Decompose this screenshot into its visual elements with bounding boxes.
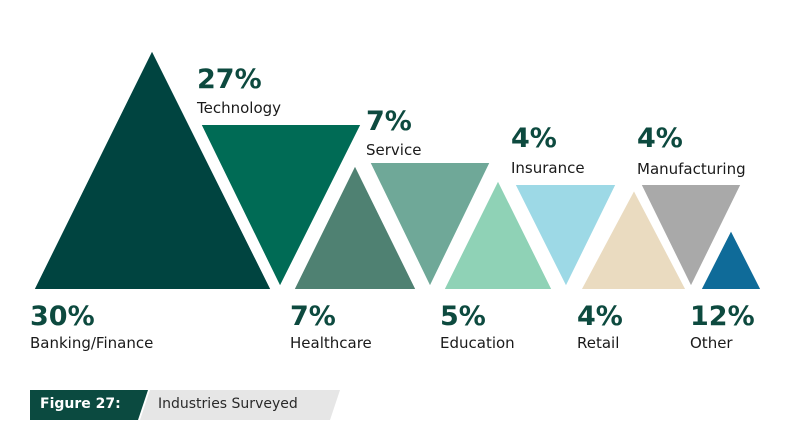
value-label-retail: 4% — [577, 301, 623, 332]
category-label-other: Other — [690, 334, 733, 352]
category-label-technology: Technology — [196, 99, 281, 117]
value-label-technology: 27% — [197, 64, 262, 95]
triangle-manufacturing — [632, 179, 750, 299]
caption-title-box — [140, 390, 340, 420]
value-label-healthcare: 7% — [290, 301, 336, 332]
category-label-healthcare: Healthcare — [290, 334, 372, 352]
category-label-education: Education — [440, 334, 515, 352]
category-label-service: Service — [366, 141, 421, 159]
value-label-insurance: 4% — [511, 123, 557, 154]
value-label-service: 7% — [366, 106, 412, 137]
caption-label-box — [30, 390, 148, 420]
triangle-healthcare — [285, 153, 425, 295]
category-label-manufacturing: Manufacturing — [637, 160, 746, 178]
category-label-insurance: Insurance — [511, 159, 585, 177]
triangle-education — [435, 168, 561, 295]
value-label-education: 5% — [440, 301, 486, 332]
value-label-manufacturing: 4% — [637, 123, 683, 154]
triangle-banking-finance — [25, 38, 280, 295]
figure-caption: Figure 27: Industries Surveyed — [30, 390, 340, 420]
value-label-banking-finance: 30% — [30, 301, 95, 332]
caption-title: Industries Surveyed — [158, 396, 298, 412]
value-label-other: 12% — [690, 301, 755, 332]
caption-label: Figure 27: — [40, 396, 121, 412]
triangle-insurance — [506, 179, 625, 299]
category-label-retail: Retail — [577, 334, 619, 352]
triangle-service — [361, 157, 499, 299]
triangle-technology — [192, 119, 370, 299]
triangle-other — [692, 218, 770, 295]
category-label-banking-finance: Banking/Finance — [30, 334, 153, 352]
